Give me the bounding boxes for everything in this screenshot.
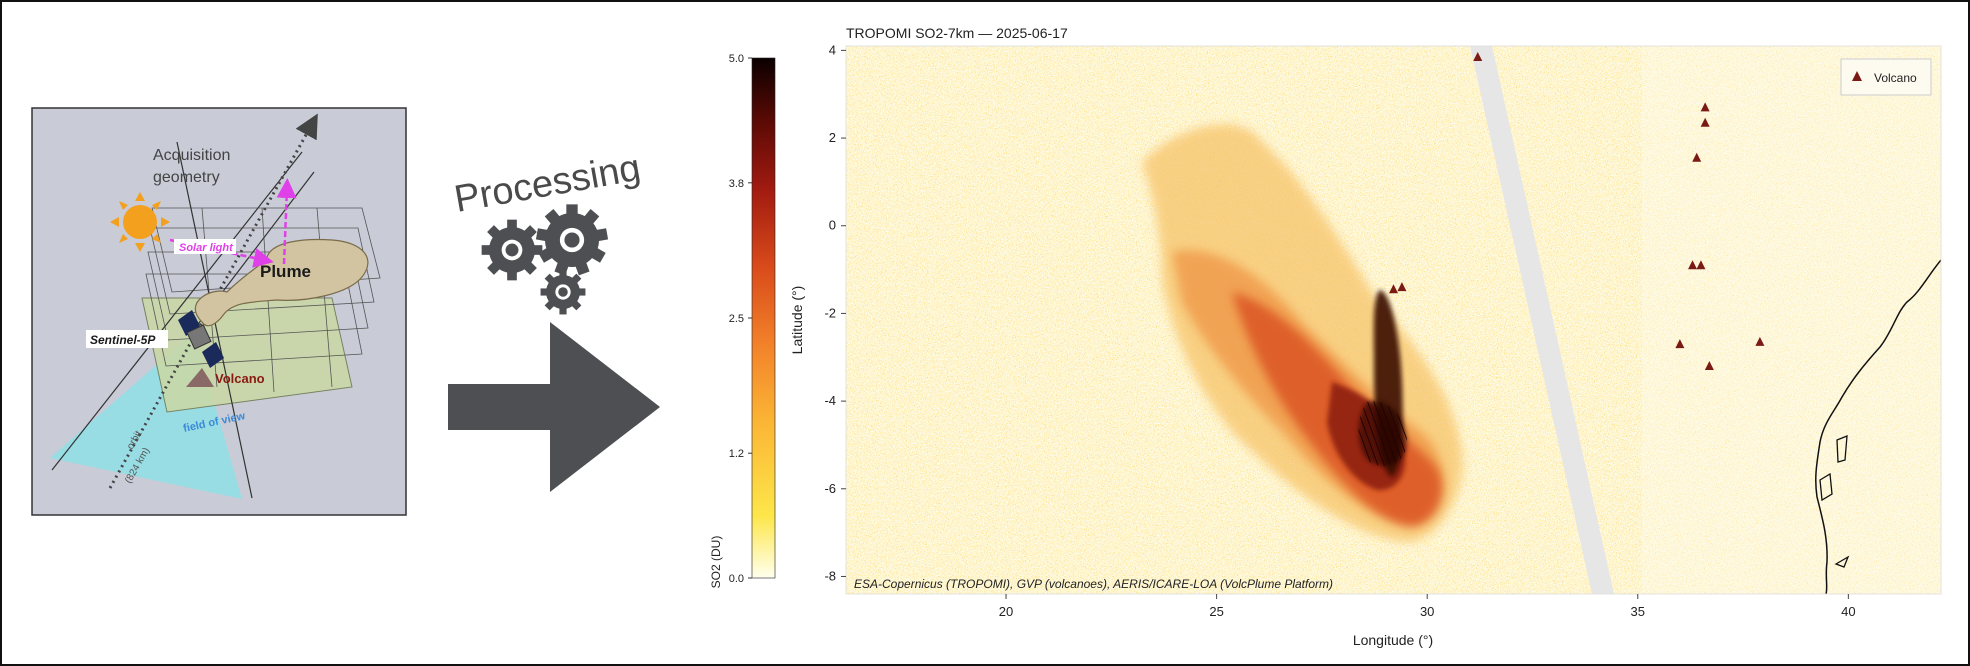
x-tick-label: 30 bbox=[1420, 604, 1434, 619]
so2-plume bbox=[1142, 124, 1463, 543]
acquisition-title-line1: Acquisition bbox=[153, 147, 230, 164]
x-axis-label: Longitude (°) bbox=[1353, 632, 1433, 648]
plume-label: Plume bbox=[260, 262, 311, 281]
volcano-marker bbox=[1700, 117, 1710, 127]
volcano-marker bbox=[1755, 336, 1765, 346]
legend-entry-volcano: Volcano bbox=[1874, 71, 1917, 85]
plot-frame bbox=[845, 45, 1942, 595]
volcano-label: Volcano bbox=[215, 371, 265, 386]
big-arrow-icon bbox=[448, 322, 660, 492]
volcano-marker bbox=[1692, 152, 1702, 162]
colorbar-tick-label: 1.2 bbox=[729, 448, 744, 460]
satellite-label-bg bbox=[86, 330, 168, 348]
processing-group: Processing bbox=[448, 147, 660, 492]
coastline bbox=[1815, 259, 1941, 594]
volcano-marker bbox=[1675, 339, 1685, 349]
x-tick-label: 35 bbox=[1631, 604, 1645, 619]
colorbar: 5.0 3.8 2.5 1.2 0.0 SO2 (DU) bbox=[709, 53, 776, 589]
colorbar-tick-label: 0.0 bbox=[729, 573, 744, 585]
y-tick-label: -6 bbox=[824, 481, 836, 496]
volcano-cone bbox=[186, 368, 214, 387]
plume-shape bbox=[194, 238, 369, 327]
reflected-light-arrow bbox=[276, 178, 297, 265]
legend-volcano-marker bbox=[1852, 71, 1862, 81]
volcano-marker bbox=[1696, 260, 1706, 270]
map-right-lighter bbox=[1642, 46, 1941, 594]
colorbar-tick-label: 3.8 bbox=[729, 178, 744, 190]
chart-title: TROPOMI SO2-7km — 2025-06-17 bbox=[846, 25, 1068, 41]
x-tick-label: 40 bbox=[1841, 604, 1855, 619]
y-tick-label: 4 bbox=[829, 42, 836, 57]
y-tick-label: -2 bbox=[824, 305, 836, 320]
gear-icon bbox=[481, 219, 543, 281]
acquisition-title-line2: geometry bbox=[153, 169, 220, 186]
volcano-marker bbox=[1473, 51, 1483, 61]
island-outline bbox=[1834, 555, 1850, 568]
gears-icon bbox=[481, 204, 609, 315]
legend: Volcano bbox=[1840, 58, 1932, 96]
acquisition-geometry-panel: Solar light Plume Acquisition geometry S… bbox=[31, 107, 407, 516]
y-tick-label: 0 bbox=[829, 218, 836, 233]
volcano-markers bbox=[1389, 51, 1765, 371]
satellite-icon bbox=[178, 310, 224, 368]
volcano-marker bbox=[1397, 282, 1407, 292]
gear-icon bbox=[540, 269, 586, 315]
map-plot: TROPOMI SO2-7km — 2025-06-17 bbox=[789, 25, 1942, 648]
y-axis-label: Latitude (°) bbox=[789, 286, 805, 355]
gear-icon bbox=[535, 204, 609, 276]
solar-light-label: Solar light bbox=[179, 242, 234, 254]
volcano-marker bbox=[1704, 361, 1714, 371]
solar-light-label-bg bbox=[174, 239, 236, 254]
island-outline bbox=[1836, 435, 1848, 463]
satellite-label: Sentinel-5P bbox=[90, 333, 156, 347]
processing-label: Processing bbox=[451, 147, 643, 221]
volcano-marker bbox=[1389, 284, 1398, 294]
y-tick-label: 2 bbox=[829, 130, 836, 145]
colorbar-tick-label: 5.0 bbox=[729, 53, 744, 65]
x-tick-label: 25 bbox=[1209, 604, 1223, 619]
colorbar-tick-label: 2.5 bbox=[729, 313, 744, 325]
y-tick-label: -4 bbox=[824, 393, 836, 408]
volcano-marker bbox=[1688, 260, 1698, 270]
orbit-gap-strip bbox=[1470, 46, 1614, 594]
volcano-marker bbox=[1700, 102, 1710, 112]
colorbar-gradient bbox=[751, 57, 776, 579]
colorbar-ticks: 5.0 3.8 2.5 1.2 0.0 bbox=[729, 53, 752, 585]
island-outline bbox=[1819, 472, 1833, 502]
attribution-text: ESA-Copernicus (TROPOMI), GVP (volcanoes… bbox=[854, 577, 1333, 591]
y-tick-label: -8 bbox=[824, 568, 836, 583]
colorbar-label: SO2 (DU) bbox=[709, 536, 723, 589]
sun-icon bbox=[110, 192, 170, 252]
x-tick-label: 20 bbox=[999, 604, 1013, 619]
